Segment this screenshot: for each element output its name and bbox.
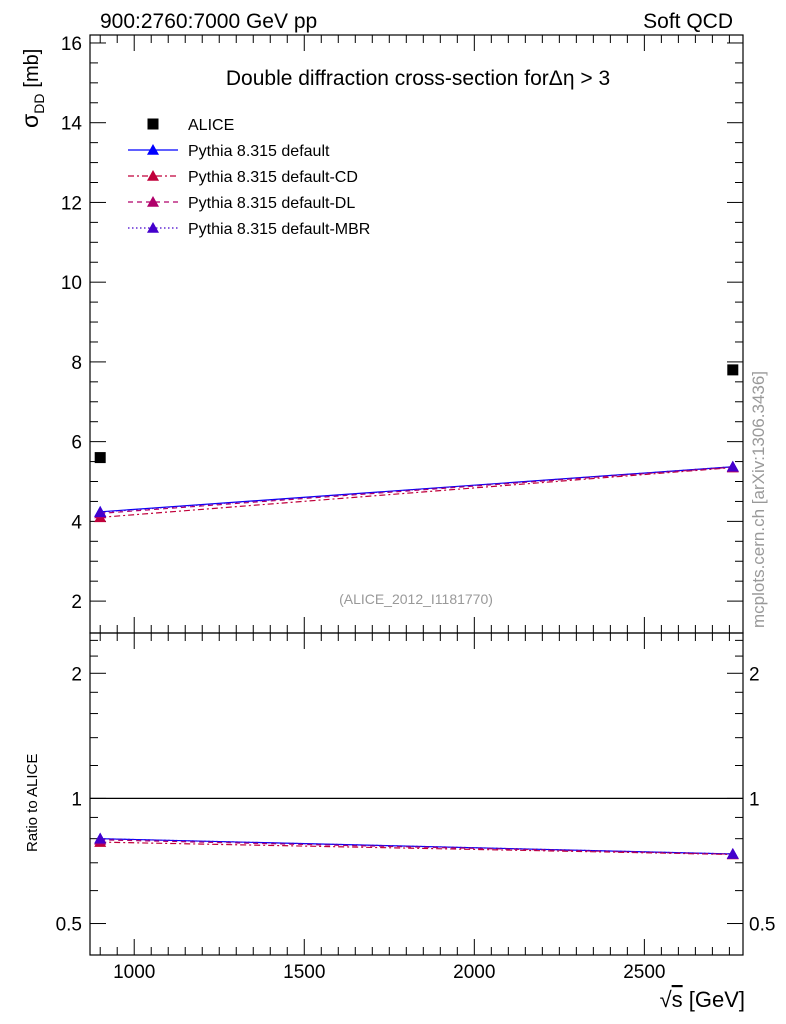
- y-tick-label: 12: [61, 193, 82, 214]
- ratio-tick-label-right: 2: [749, 664, 760, 685]
- series-line-4: [100, 466, 733, 513]
- header-right: Soft QCD: [643, 10, 733, 33]
- ratio-tick-label-right: 1: [749, 789, 760, 810]
- x-axis-label-s: s: [672, 987, 683, 1012]
- y-tick-label: 14: [61, 114, 83, 135]
- y-tick-label: 6: [71, 433, 82, 454]
- y-axis-label: σDD [mb]: [17, 49, 47, 128]
- legend-marker-1: [147, 144, 159, 155]
- alice-data-point: [94, 452, 106, 464]
- x-tick-label: 1500: [283, 962, 325, 983]
- x-axis: 1000 1500 2000 2500: [99, 35, 730, 983]
- y-tick-label: 8: [71, 353, 82, 374]
- y-tick-label: 4: [71, 512, 82, 533]
- main-series-group: [94, 364, 739, 523]
- ratio-panel-frame: [89, 632, 744, 956]
- ratio-line-3: [100, 839, 733, 855]
- y-axis-label-subscript: DD: [31, 94, 47, 114]
- series-line-3: [100, 466, 733, 514]
- legend: ALICE Pythia 8.315 default Pythia 8.315 de…: [128, 117, 370, 238]
- x-axis-label-unit: [GeV]: [683, 987, 745, 1012]
- legend-label-2: Pythia 8.315 default-CD: [188, 169, 358, 186]
- plot-title: Double diffraction cross-section forΔη >…: [226, 67, 610, 90]
- y-tick-label: 16: [61, 34, 82, 55]
- ratio-line-4: [100, 838, 733, 855]
- legend-label-0: ALICE: [188, 117, 234, 134]
- legend-label-1: Pythia 8.315 default: [188, 143, 330, 160]
- header-left: 900:2760:7000 GeV pp: [100, 10, 317, 33]
- legend-marker-alice: [147, 118, 159, 130]
- x-tick-label: 2000: [453, 962, 495, 983]
- ratio-tick-label-right: 0.5: [749, 915, 775, 936]
- series-point-4: [726, 460, 739, 472]
- main-y-axis: 2 4 6 8 10 12 14 16: [61, 34, 743, 613]
- ratio-line-2: [100, 841, 733, 856]
- series-point-4: [94, 506, 107, 518]
- ratio-tick-label: 1: [71, 789, 82, 810]
- x-axis-label: √s [GeV]: [660, 987, 745, 1012]
- x-tick-label: 1000: [113, 962, 155, 983]
- legend-marker-2: [147, 170, 159, 181]
- legend-marker-4: [147, 222, 159, 233]
- ratio-tick-label: 2: [71, 664, 82, 685]
- x-tick-label: 2500: [623, 962, 665, 983]
- ratio-point-4: [94, 832, 107, 844]
- legend-label-3: Pythia 8.315 default-DL: [188, 195, 355, 212]
- legend-label-4: Pythia 8.315 default-MBR: [188, 221, 370, 238]
- x-axis-label-sqrt: √: [660, 987, 673, 1012]
- y-axis-label-unit: [mb]: [21, 49, 43, 88]
- ratio-y-axis-label: Ratio to ALICE: [24, 754, 41, 852]
- ratio-point-4: [726, 847, 739, 859]
- legend-marker-3: [147, 196, 159, 207]
- alice-data-point: [727, 364, 739, 376]
- ratio-y-axis: 0.5 0.5 1 1 2 2: [56, 639, 775, 936]
- y-axis-label-symbol: σ: [17, 114, 43, 128]
- ratio-series-group: [94, 832, 739, 860]
- ratio-tick-label: 0.5: [56, 915, 82, 936]
- y-tick-label: 2: [71, 592, 82, 613]
- series-line-2: [100, 466, 733, 518]
- analysis-watermark: (ALICE_2012_I1181770): [339, 591, 493, 607]
- y-tick-label: 10: [61, 273, 82, 294]
- side-reference-label: mcplots.cern.ch [arXiv:1306.3436]: [749, 371, 768, 628]
